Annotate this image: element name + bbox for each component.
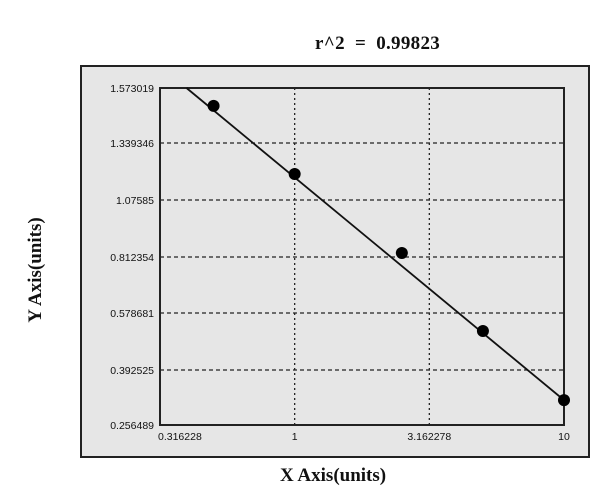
- data-point: [395, 246, 408, 259]
- data-point: [558, 394, 570, 407]
- x-axis-label: X Axis(units): [280, 465, 387, 486]
- y-tick-label: 1.339346: [110, 138, 154, 150]
- chart-frame: [80, 65, 590, 458]
- data-point: [207, 99, 220, 112]
- y-tick-label: 0.392525: [110, 365, 154, 377]
- plot-border: [159, 87, 565, 426]
- y-tick-label: 1.573019: [110, 83, 154, 95]
- y-tick-label: 1.07585: [116, 195, 154, 207]
- y-tick-labels: 1.573019 1.339346 1.07585 0.812354 0.578681 0…: [110, 83, 154, 432]
- r-squared-annotation: r^2 = 0.99823: [315, 33, 441, 54]
- x-tick-label: 10: [558, 431, 570, 443]
- x-tick-label: 0.316228: [158, 431, 202, 443]
- data-point: [288, 168, 301, 181]
- x-tick-label: 1: [292, 431, 298, 443]
- fit-line: [185, 87, 565, 401]
- gridlines: [160, 88, 564, 425]
- x-tick-labels: 0.316228 1 3.162278 10: [158, 431, 570, 443]
- y-tick-label: 0.256489: [110, 420, 154, 432]
- data-point: [476, 324, 489, 337]
- x-tick-label: 3.162278: [407, 431, 451, 443]
- y-tick-label: 0.578681: [110, 308, 154, 320]
- data-points: [207, 99, 570, 407]
- y-tick-label: 0.812354: [110, 252, 154, 264]
